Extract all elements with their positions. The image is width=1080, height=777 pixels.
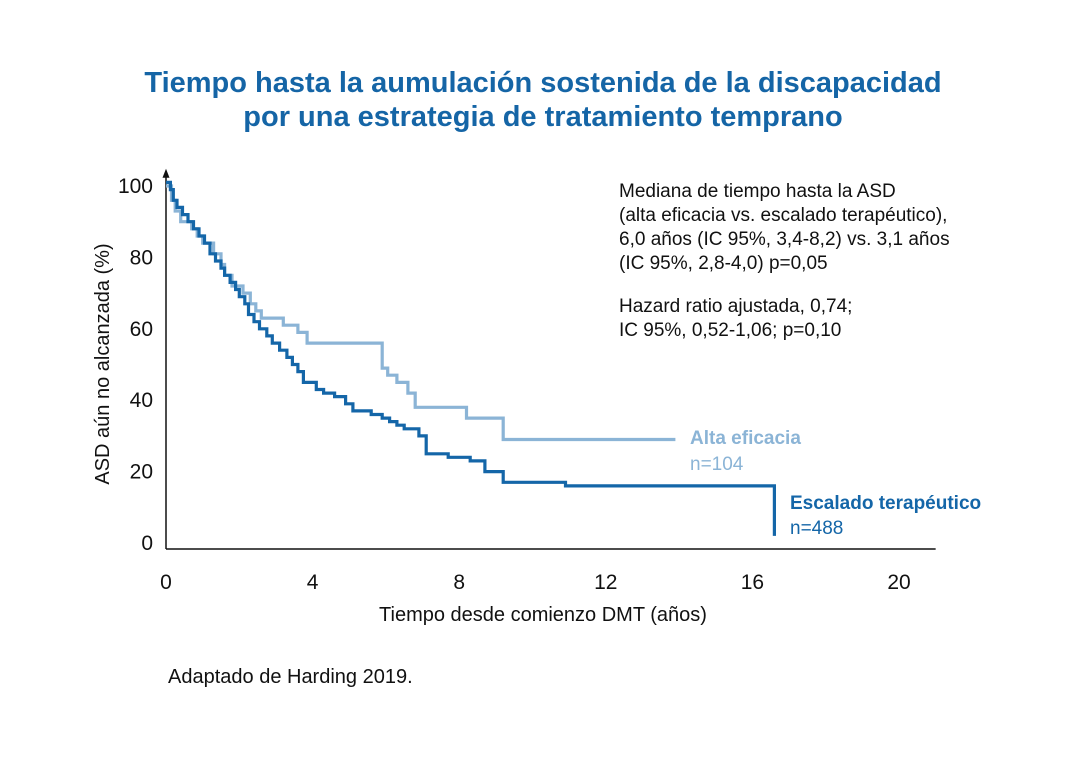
series-labels: Alta eficacia n=104 Escalado terapéutico n=…: [690, 428, 981, 539]
annotation-line: (IC 95%, 2,8-4,0) p=0,05: [619, 253, 828, 274]
chart-title-line-2: por una estrategia de tratamiento tempra…: [243, 101, 843, 133]
annotation-line: 6,0 años (IC 95%, 3,4-8,2) vs. 3,1 años: [619, 229, 950, 250]
survival-curves: [166, 180, 776, 536]
series-n-alta-eficacia: n=104: [690, 454, 744, 475]
y-tick-label: 40: [130, 389, 153, 412]
series-name-escalado-terapeutico: Escalado terapéutico: [790, 493, 981, 514]
tick-labels: 0 4 8 12 16 20 0 20 40 60 80 100 Tiempo desde comien…: [92, 175, 911, 626]
x-tick-label: 12: [594, 571, 617, 594]
series-line-alta-eficacia: [166, 184, 676, 442]
series-name-alta-eficacia: Alta eficacia: [690, 428, 801, 449]
x-tick-label: 16: [741, 571, 764, 594]
y-tick-label: 60: [130, 318, 153, 341]
y-axis-arrow: [162, 168, 170, 178]
y-tick-label: 20: [130, 461, 153, 484]
annotation-line: Hazard ratio ajustada, 0,74;: [619, 296, 852, 317]
y-tick-label: 0: [141, 532, 153, 555]
annotation-line: Mediana de tiempo hasta la ASD: [619, 181, 896, 202]
annotations: Mediana de tiempo hasta la ASD (alta efic…: [619, 181, 950, 341]
series-line-escalado-terapeutico: [166, 180, 776, 536]
y-tick-label: 80: [130, 246, 153, 269]
x-tick-label: 8: [453, 571, 465, 594]
chart-title-line-1: Tiempo hasta la aumulación sostenida de …: [144, 67, 942, 99]
x-tick-label: 4: [307, 571, 319, 594]
source-note: Adaptado de Harding 2019.: [168, 666, 413, 688]
annotation-line: (alta eficacia vs. escalado terapéutico)…: [619, 205, 947, 226]
chart-axes: [162, 168, 936, 550]
x-tick-label: 0: [160, 571, 172, 594]
y-axis-title: ASD aún no alcanzada (%): [92, 243, 114, 484]
x-axis-title: Tiempo desde comienzo DMT (años): [379, 604, 707, 626]
y-tick-label: 100: [118, 175, 153, 198]
chart-title: Tiempo hasta la aumulación sostenida de …: [0, 66, 1080, 134]
x-tick-label: 20: [887, 571, 910, 594]
series-n-escalado-terapeutico: n=488: [790, 518, 843, 539]
annotation-line: IC 95%, 0,52-1,06; p=0,10: [619, 320, 841, 341]
